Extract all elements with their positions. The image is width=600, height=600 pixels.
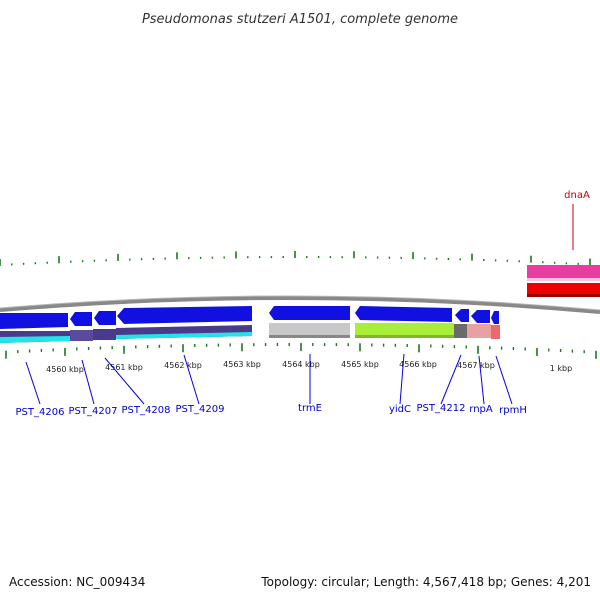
gene-label-row: PST_4206 PST_4207 PST_4208 PST_4209 trmE… — [16, 403, 527, 418]
inner-tick-row — [5, 343, 597, 359]
reverse-cds-track — [0, 306, 499, 329]
gene-label-PST_4208[interactable]: PST_4208 — [122, 405, 171, 416]
tick-label-4563: 4563 kbp — [223, 360, 261, 369]
gene-bar-yidC-shade — [355, 335, 454, 338]
gene-bar-rpmH[interactable] — [491, 325, 500, 339]
cds-PST_4209[interactable] — [117, 306, 252, 324]
forward-strand-features: dnaA — [527, 190, 600, 297]
tick-label-4567: 4567 kbp — [457, 361, 495, 370]
tick-label-row: 4560 kbp 4561 kbp 4562 kbp 4563 kbp 4564… — [46, 360, 572, 374]
leader-rnpA — [478, 355, 485, 405]
gene-bar-trmE[interactable] — [269, 323, 350, 337]
forward-feature-magenta[interactable] — [527, 265, 600, 278]
genome-backbone-highlight — [0, 295, 600, 311]
leader-PST_4208 — [104, 357, 145, 405]
cds-PST_4207[interactable] — [70, 312, 92, 326]
leader-rpmH — [495, 355, 513, 405]
leader-PST_4212 — [440, 354, 462, 405]
gene-label-PST_4209[interactable]: PST_4209 — [176, 404, 225, 415]
cds-PST_4208[interactable] — [94, 311, 116, 325]
forward-feature-red-shade — [527, 294, 600, 297]
forward-feature-red[interactable] — [527, 283, 600, 296]
genome-title: Pseudomonas stutzeri A1501, complete gen… — [142, 12, 458, 27]
gene-label-PST_4212[interactable]: PST_4212 — [417, 403, 466, 414]
tick-label-4560: 4560 kbp — [46, 365, 84, 374]
tick-label-4564: 4564 kbp — [282, 360, 320, 369]
gene-label-trmE[interactable]: trmE — [298, 403, 322, 414]
cds-yidC[interactable] — [355, 306, 452, 322]
gene-label-rnpA[interactable]: rnpA — [469, 404, 493, 415]
forward-feature-magenta-shade — [527, 278, 600, 281]
gene-bar-PST_4212[interactable] — [454, 324, 467, 338]
cds-trmE[interactable] — [269, 306, 350, 320]
cds-PST_4206[interactable] — [0, 313, 68, 329]
tick-label-4565: 4565 kbp — [341, 360, 379, 369]
genome-backbone — [0, 295, 600, 314]
gene-leader-lines — [25, 353, 513, 405]
gene-bar-PST_4209[interactable] — [116, 332, 252, 339]
gene-label-dnaA[interactable]: dnaA — [564, 190, 590, 201]
cds-PST_4212[interactable] — [455, 309, 469, 322]
gene-bar-PST_4206[interactable] — [0, 336, 70, 343]
gene-label-yidC[interactable]: yidC — [389, 404, 411, 415]
gene-label-rpmH[interactable]: rpmH — [499, 405, 527, 416]
tick-label-4561: 4561 kbp — [105, 363, 143, 372]
leader-PST_4207 — [81, 359, 95, 405]
cds-rnpA[interactable] — [471, 310, 490, 323]
tick-label-1kbp: 1 kbp — [550, 364, 572, 373]
topology-text: Topology: circular; Length: 4,567,418 bp… — [260, 575, 591, 589]
gene-bar-trmE-shade — [269, 335, 350, 338]
cds-rpmH[interactable] — [491, 311, 499, 324]
leader-PST_4209 — [183, 354, 200, 405]
gene-bar-rnpA[interactable] — [467, 324, 491, 338]
gene-bar-PST_4208[interactable] — [93, 329, 116, 340]
reverse-gene-track — [0, 323, 500, 343]
gene-bar-yidC[interactable] — [355, 323, 454, 337]
gene-label-PST_4207[interactable]: PST_4207 — [69, 406, 118, 417]
leader-PST_4206 — [25, 361, 41, 405]
tick-label-4566: 4566 kbp — [399, 360, 437, 369]
gene-label-PST_4206[interactable]: PST_4206 — [16, 407, 65, 418]
leader-yidC — [399, 353, 405, 405]
outer-tick-row — [0, 251, 591, 266]
accession-text: Accession: NC_009434 — [9, 575, 145, 589]
gene-bar-PST_4207[interactable] — [70, 330, 93, 341]
tick-label-4562: 4562 kbp — [164, 361, 202, 370]
